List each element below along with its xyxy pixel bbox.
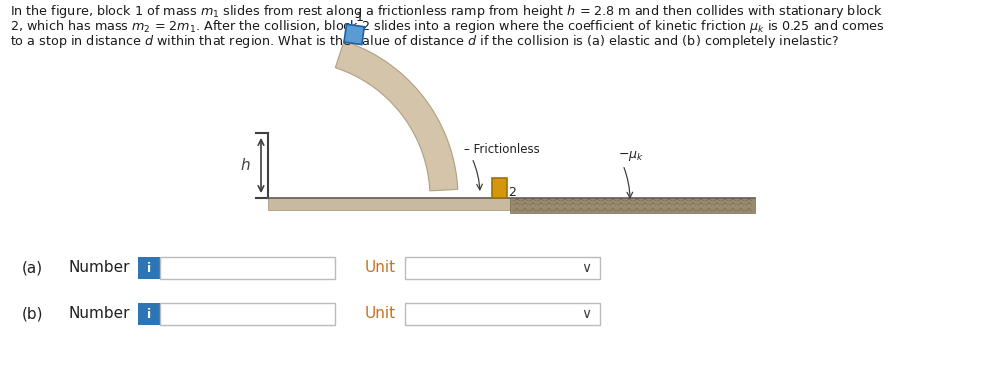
Text: (a): (a) [22,260,43,275]
Text: ∨: ∨ [581,261,591,275]
Text: 2: 2 [508,185,516,198]
Bar [405,257,600,279]
Bar [138,303,160,325]
Polygon shape [336,41,458,191]
Bar [138,257,160,279]
Text: to a stop in distance $d$ within that region. What is the value of distance $d$ : to a stop in distance $d$ within that re… [10,33,839,50]
Bar [344,24,364,44]
Text: i: i [147,308,152,321]
Text: 1: 1 [356,11,364,24]
Text: Number: Number [68,306,130,321]
Text: Unit: Unit [365,260,397,275]
Text: Unit: Unit [365,306,397,321]
Text: ∨: ∨ [581,307,591,321]
Text: Number: Number [68,260,130,275]
Text: (b): (b) [22,306,43,321]
Text: $h$: $h$ [240,157,250,173]
Bar [510,198,755,213]
Bar [492,178,507,198]
Bar [268,198,510,210]
Text: 2, which has mass $m_2$ = 2$m_1$. After the collision, block 2 slides into a reg: 2, which has mass $m_2$ = 2$m_1$. After … [10,18,885,35]
Text: In the figure, block 1 of mass $m_1$ slides from rest along a frictionless ramp : In the figure, block 1 of mass $m_1$ sli… [10,3,883,20]
Bar [160,303,335,325]
Text: – Frictionless: – Frictionless [464,143,540,156]
Bar [405,303,600,325]
Text: i: i [147,262,152,275]
Bar [160,257,335,279]
Text: $-\mu_k$: $-\mu_k$ [618,149,644,163]
